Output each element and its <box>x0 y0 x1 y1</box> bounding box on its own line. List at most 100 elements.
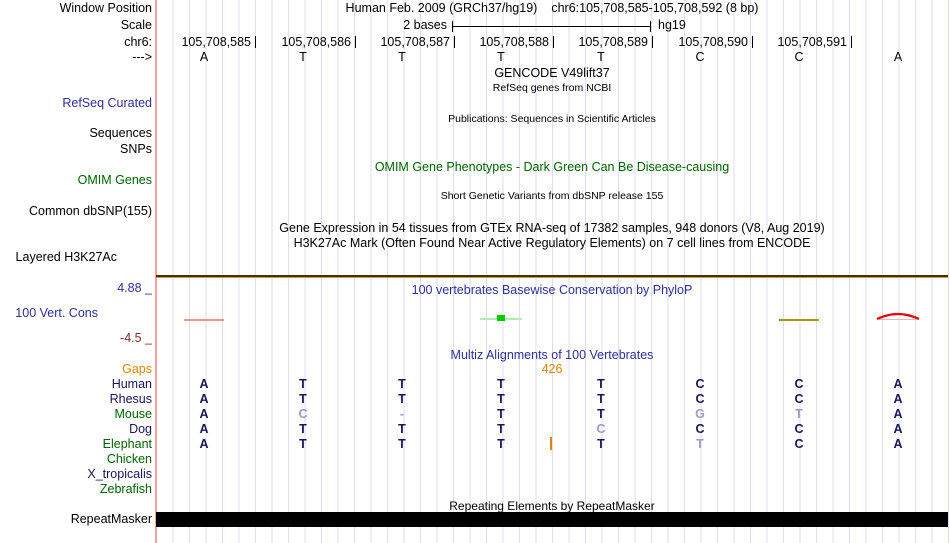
species-label-x_tropicalis[interactable]: X_tropicalis <box>87 467 152 481</box>
refseq-curated-label[interactable]: RefSeq Curated <box>62 96 152 110</box>
alignment-base: T <box>497 437 505 451</box>
alignment-base: C <box>794 437 804 451</box>
coordinate-label: 105,708,589 <box>578 35 648 49</box>
scale-bar-label: 2 bases <box>403 18 447 32</box>
vert-cons-label[interactable]: 100 Vert. Cons <box>15 306 98 320</box>
alignment-base: A <box>893 422 903 436</box>
multiz-title: Multiz Alignments of 100 Vertebrates <box>450 348 654 362</box>
alignment-base: A <box>893 407 903 421</box>
alignment-base: T <box>497 407 505 421</box>
alignment-base: T <box>398 422 406 436</box>
species-label-chicken[interactable]: Chicken <box>106 452 152 466</box>
alignment-base: T <box>497 422 505 436</box>
coordinate-tick <box>652 36 653 48</box>
species-label-human[interactable]: Human <box>111 377 152 391</box>
alignment-base: T <box>497 392 505 406</box>
phylop-mark-baseline[interactable] <box>879 319 917 320</box>
phylop-mark-arch[interactable] <box>875 308 921 321</box>
alignment-base: T <box>398 392 406 406</box>
phylop-title: 100 vertebrates Basewise Conservation by… <box>411 283 693 297</box>
alignment-base: C <box>695 422 705 436</box>
reference-base: T <box>497 50 505 64</box>
coordinate-label: 105,708,585 <box>181 35 251 49</box>
alignment-base: A <box>199 377 209 391</box>
alignment-base: T <box>795 407 803 421</box>
coordinate-tick <box>851 36 852 48</box>
reference-base: C <box>695 50 705 64</box>
alignment-base: A <box>199 437 209 451</box>
reference-base: A <box>893 50 903 64</box>
sequences-label[interactable]: Sequences <box>89 126 152 140</box>
alignment-base: C <box>794 392 804 406</box>
alignment-base: C <box>695 392 705 406</box>
grid-lines <box>156 0 949 543</box>
alignment-base: A <box>893 392 903 406</box>
chromosome-label: chr6: <box>124 35 152 49</box>
alignment-base: C <box>596 422 606 436</box>
alignment-base: C <box>298 407 308 421</box>
alignment-base: T <box>597 392 605 406</box>
gencode-title: GENCODE V49lift37 <box>494 66 610 80</box>
reference-base: T <box>299 50 307 64</box>
scale-ruler-right-tick <box>650 21 651 32</box>
species-label-dog[interactable]: Dog <box>129 422 152 436</box>
alignment-base: C <box>794 377 804 391</box>
assembly-title: Human Feb. 2009 (GRCh37/hg19) <box>345 1 538 15</box>
alignment-base: T <box>299 437 307 451</box>
window-position-label: Window Position <box>59 1 152 15</box>
coordinate-tick <box>255 36 256 48</box>
alignment-base: T <box>398 437 406 451</box>
alignment-base: A <box>199 407 209 421</box>
gaps-label[interactable]: Gaps <box>122 362 152 376</box>
scale-assembly-label: hg19 <box>658 18 686 32</box>
phylop-mark-dash[interactable] <box>779 319 819 321</box>
gtex-title: Gene Expression in 54 tissues from GTEx … <box>279 221 825 235</box>
alignment-base: C <box>695 377 705 391</box>
coordinate-tick <box>454 36 455 48</box>
publications-title: Publications: Sequences in Scientific Ar… <box>448 113 656 125</box>
reference-base: C <box>794 50 804 64</box>
phylop-mark-dash[interactable] <box>184 319 224 321</box>
species-label-rhesus[interactable]: Rhesus <box>109 392 152 406</box>
species-label-elephant[interactable]: Elephant <box>102 437 152 451</box>
phylop-mark-box[interactable] <box>497 315 505 321</box>
snps-label[interactable]: SNPs <box>120 142 152 156</box>
alignment-base: T <box>299 377 307 391</box>
alignment-base: T <box>696 437 704 451</box>
layered-h3k27ac-label[interactable]: Layered H3K27Ac <box>15 250 117 264</box>
repeatmasker-title: Repeating Elements by RepeatMasker <box>449 499 655 513</box>
alignment-base: T <box>299 392 307 406</box>
alignment-base: G <box>695 407 705 421</box>
coordinate-tick <box>553 36 554 48</box>
coordinate-tick <box>752 36 753 48</box>
phylop-axis-max: 4.88 _ <box>117 281 152 295</box>
alignment-base: T <box>497 377 505 391</box>
header-title: Human Feb. 2009 (GRCh37/hg19) chr6:105,70… <box>156 1 948 15</box>
alignment-base: C <box>794 422 804 436</box>
species-label-mouse[interactable]: Mouse <box>114 407 152 421</box>
insertion-tick <box>550 437 552 450</box>
alignment-base: T <box>398 377 406 391</box>
coordinate-label: 105,708,591 <box>777 35 847 49</box>
repeatmasker-label[interactable]: RepeatMasker <box>70 512 152 526</box>
dbsnp-title: Short Genetic Variants from dbSNP releas… <box>440 190 664 202</box>
omim-title: OMIM Gene Phenotypes - Dark Green Can Be… <box>374 160 730 174</box>
species-label-zebrafish[interactable]: Zebrafish <box>99 482 152 496</box>
scale-ruler-left-tick <box>452 21 453 32</box>
h3k27ac-baseline-orange <box>156 276 948 278</box>
reference-base: T <box>597 50 605 64</box>
coordinate-label: 105,708,587 <box>380 35 450 49</box>
phylop-axis-min: -4.5 _ <box>120 331 152 345</box>
alignment-base: T <box>597 407 605 421</box>
repeatmasker-bar[interactable] <box>156 512 948 527</box>
coordinate-label: 105,708,586 <box>281 35 351 49</box>
coordinate-label: 105,708,590 <box>678 35 748 49</box>
strand-direction-label: ---> <box>132 50 152 64</box>
omim-genes-label[interactable]: OMIM Genes <box>77 173 152 187</box>
common-dbsnp-label[interactable]: Common dbSNP(155) <box>29 204 152 218</box>
position-title: chr6:105,708,585-105,708,592 (8 bp) <box>551 1 759 15</box>
alignment-base: - <box>399 407 405 421</box>
alignment-base: A <box>893 437 903 451</box>
alignment-base: A <box>893 377 903 391</box>
